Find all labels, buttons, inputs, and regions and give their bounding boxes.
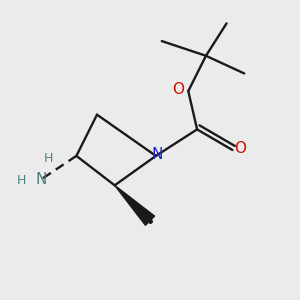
Text: H: H — [17, 174, 27, 188]
Text: N: N — [35, 172, 47, 187]
Text: N: N — [152, 147, 163, 162]
Text: H: H — [44, 152, 53, 165]
Text: O: O — [234, 141, 246, 156]
Text: O: O — [172, 82, 184, 97]
Polygon shape — [115, 185, 154, 225]
